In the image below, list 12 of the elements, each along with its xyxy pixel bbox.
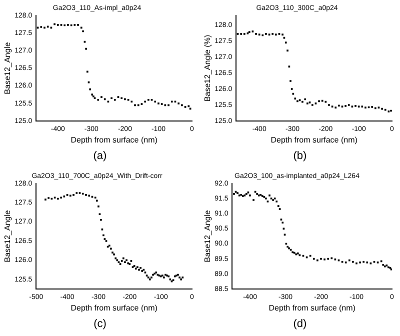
text: (d) [293,317,307,332]
x-axis-title: Depth from surface (nm) [70,135,158,144]
text: (b) [293,149,307,164]
y-axis-title: Base12_Angle (%) [203,34,212,102]
y-axis-title: Base12_Angle [203,210,212,262]
x-axis-title: Depth from surface (nm) [268,303,356,312]
text: (c) [94,317,106,332]
y-axis-title: Base12_Angle [3,210,12,262]
x-axis-title: Depth from surface (nm) [270,135,358,144]
x-axis-title: Depth from surface (nm) [70,303,158,312]
text: (a) [93,149,107,164]
y-axis-title: Base12_Angle [3,42,12,94]
